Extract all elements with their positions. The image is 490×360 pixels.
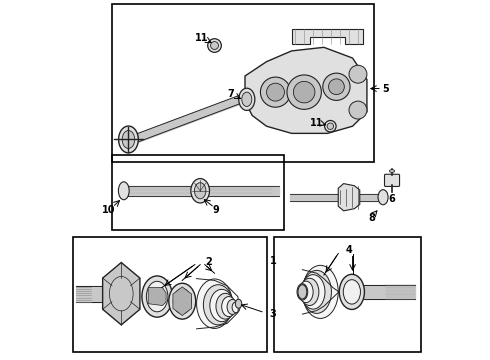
Ellipse shape (324, 121, 336, 132)
Circle shape (287, 75, 321, 109)
Ellipse shape (300, 278, 319, 306)
Ellipse shape (302, 265, 338, 319)
Ellipse shape (378, 190, 388, 205)
Polygon shape (130, 93, 248, 145)
Text: 7: 7 (227, 89, 234, 99)
Circle shape (267, 83, 285, 101)
Circle shape (260, 77, 291, 107)
Polygon shape (365, 285, 416, 299)
Circle shape (323, 73, 350, 100)
Polygon shape (338, 184, 360, 211)
Text: 10: 10 (102, 206, 116, 216)
Ellipse shape (211, 41, 219, 49)
Circle shape (329, 79, 344, 95)
Ellipse shape (242, 92, 252, 107)
Polygon shape (173, 287, 192, 316)
Circle shape (349, 101, 367, 119)
Polygon shape (102, 262, 140, 325)
Ellipse shape (327, 123, 334, 130)
Circle shape (349, 65, 367, 83)
Circle shape (294, 81, 315, 103)
Ellipse shape (339, 274, 365, 310)
Polygon shape (122, 186, 279, 196)
Text: 11: 11 (195, 33, 208, 42)
Ellipse shape (239, 88, 255, 111)
Ellipse shape (232, 302, 240, 313)
Ellipse shape (195, 183, 206, 199)
Polygon shape (76, 286, 114, 302)
Text: 11: 11 (310, 118, 323, 128)
Ellipse shape (301, 275, 325, 309)
Bar (73, 237, 267, 352)
Ellipse shape (203, 285, 233, 325)
Ellipse shape (196, 279, 232, 328)
Ellipse shape (208, 39, 221, 52)
Ellipse shape (390, 170, 394, 172)
Text: 3: 3 (270, 310, 276, 319)
Ellipse shape (142, 276, 172, 317)
Ellipse shape (210, 289, 234, 321)
Ellipse shape (235, 299, 242, 308)
Ellipse shape (169, 283, 196, 319)
Text: 1: 1 (270, 256, 276, 266)
Ellipse shape (119, 126, 138, 153)
Ellipse shape (297, 284, 308, 300)
Ellipse shape (343, 280, 361, 304)
Polygon shape (148, 288, 166, 306)
Ellipse shape (302, 270, 331, 314)
Ellipse shape (191, 179, 210, 203)
Ellipse shape (298, 285, 307, 299)
Ellipse shape (216, 293, 235, 319)
Bar (112, 4, 374, 162)
Bar (274, 237, 421, 352)
Ellipse shape (173, 289, 191, 314)
Polygon shape (290, 194, 383, 201)
Ellipse shape (147, 281, 168, 312)
Text: 2: 2 (205, 257, 212, 267)
Text: 6: 6 (389, 194, 395, 204)
FancyBboxPatch shape (385, 174, 399, 186)
Polygon shape (245, 47, 367, 134)
Ellipse shape (227, 300, 238, 315)
Polygon shape (292, 30, 364, 44)
Ellipse shape (299, 281, 313, 303)
Text: 8: 8 (369, 213, 376, 222)
Ellipse shape (119, 182, 129, 200)
Text: 9: 9 (213, 206, 220, 216)
Text: 4: 4 (345, 245, 352, 255)
Bar (112, 155, 285, 230)
Text: 5: 5 (383, 84, 390, 94)
Ellipse shape (122, 131, 135, 148)
Ellipse shape (221, 297, 236, 317)
